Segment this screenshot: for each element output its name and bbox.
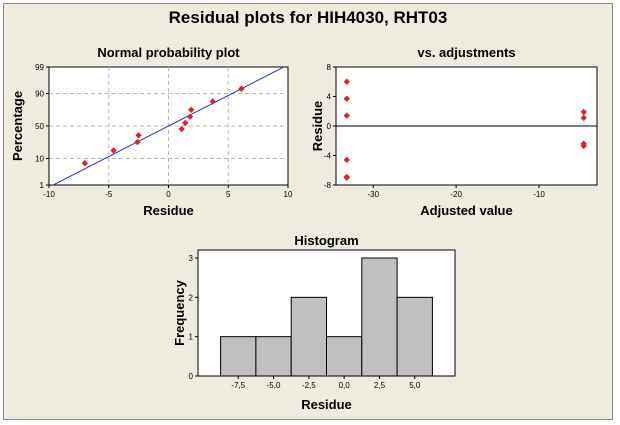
- probability-plot-fit-line: [52, 67, 285, 185]
- histogram-ytick-label: 0: [189, 372, 194, 381]
- adjustments-ytick-label: 8: [327, 63, 332, 72]
- histogram-xtick-label: -2,5: [302, 381, 316, 390]
- probability-plot-xtick-label: -10: [43, 190, 55, 199]
- histogram-xtick-label: 0,0: [339, 381, 351, 390]
- adjustments-ytick-label: 4: [327, 93, 332, 102]
- probability-plot-point: [135, 132, 142, 139]
- probability-plot-point: [188, 106, 195, 114]
- adjustments-point: [580, 108, 587, 116]
- histogram-ytick-label: 2: [189, 293, 194, 302]
- adjustments-ytick-label: 0: [327, 122, 332, 131]
- figure-title: Residual plots for HIH4030, RHT03: [168, 8, 448, 27]
- adjustments-ytick-label: -8: [324, 181, 332, 190]
- probability-plot-xlabel: Residue: [143, 203, 194, 218]
- adjustments-xlabel: Adjusted value: [420, 203, 512, 218]
- histogram-bar: [361, 257, 398, 377]
- probability-plot-xtick-label: 10: [284, 190, 293, 199]
- probability-plot-ytick-label: 90: [35, 89, 44, 98]
- adjustments-xtick-label: -10: [533, 190, 545, 199]
- histogram-ytick-label: 3: [189, 254, 194, 263]
- histogram-xtick-label: -5,0: [267, 381, 281, 390]
- probability-plot-point: [209, 98, 216, 105]
- probability-plot-ytick-label: 10: [35, 155, 44, 164]
- histogram-xlabel: Residue: [301, 397, 352, 412]
- histogram-bar: [255, 336, 292, 377]
- probability-plot-point: [178, 125, 185, 133]
- probability-plot-point: [182, 119, 189, 127]
- probability-plot-xtick-label: 0: [166, 190, 171, 199]
- histogram-xtick-label: 5,0: [409, 381, 421, 390]
- probability-plot-ytick-label: 50: [35, 122, 44, 131]
- histogram-bar: [326, 336, 363, 377]
- adjustments-ylabel: Residue: [310, 101, 325, 152]
- probability-plot-point: [186, 113, 194, 120]
- adjustments-xtick-label: -30: [368, 190, 380, 199]
- probability-plot-title: Normal probability plot: [97, 45, 240, 60]
- histogram-title: Histogram: [294, 233, 358, 248]
- adjustments-point: [343, 156, 350, 164]
- adjustments-point: [580, 114, 587, 122]
- histogram-bar: [220, 336, 257, 377]
- probability-plot-point: [238, 85, 245, 92]
- probability-plot-ytick-label: 1: [40, 181, 45, 190]
- adjustments-point: [343, 174, 350, 181]
- adjustments-xtick-label: -20: [450, 190, 462, 199]
- histogram-bar: [290, 296, 328, 377]
- probability-plot-xtick-label: -5: [105, 190, 113, 199]
- histogram-bar: [396, 296, 433, 377]
- probability-plot-point: [134, 138, 141, 146]
- probability-plot-xtick-label: 5: [226, 190, 231, 199]
- adjustments-point: [343, 95, 350, 102]
- probability-plot-ylabel: Percentage: [10, 91, 25, 161]
- histogram-xtick-label: -7,5: [231, 381, 245, 390]
- probability-plot-point: [81, 160, 89, 167]
- adjustments-point: [343, 78, 350, 85]
- probability-plot-point: [110, 147, 117, 154]
- histogram-ytick-label: 1: [189, 333, 194, 342]
- probability-plot-ytick-label: 99: [35, 63, 44, 72]
- adjustments-point: [580, 142, 587, 150]
- adjustments-plot-title: vs. adjustments: [417, 45, 515, 60]
- histogram-ylabel: Frequency: [172, 279, 187, 346]
- histogram-xtick-label: 2,5: [374, 381, 386, 390]
- adjustments-ytick-label: -4: [324, 152, 332, 161]
- adjustments-point: [343, 112, 350, 119]
